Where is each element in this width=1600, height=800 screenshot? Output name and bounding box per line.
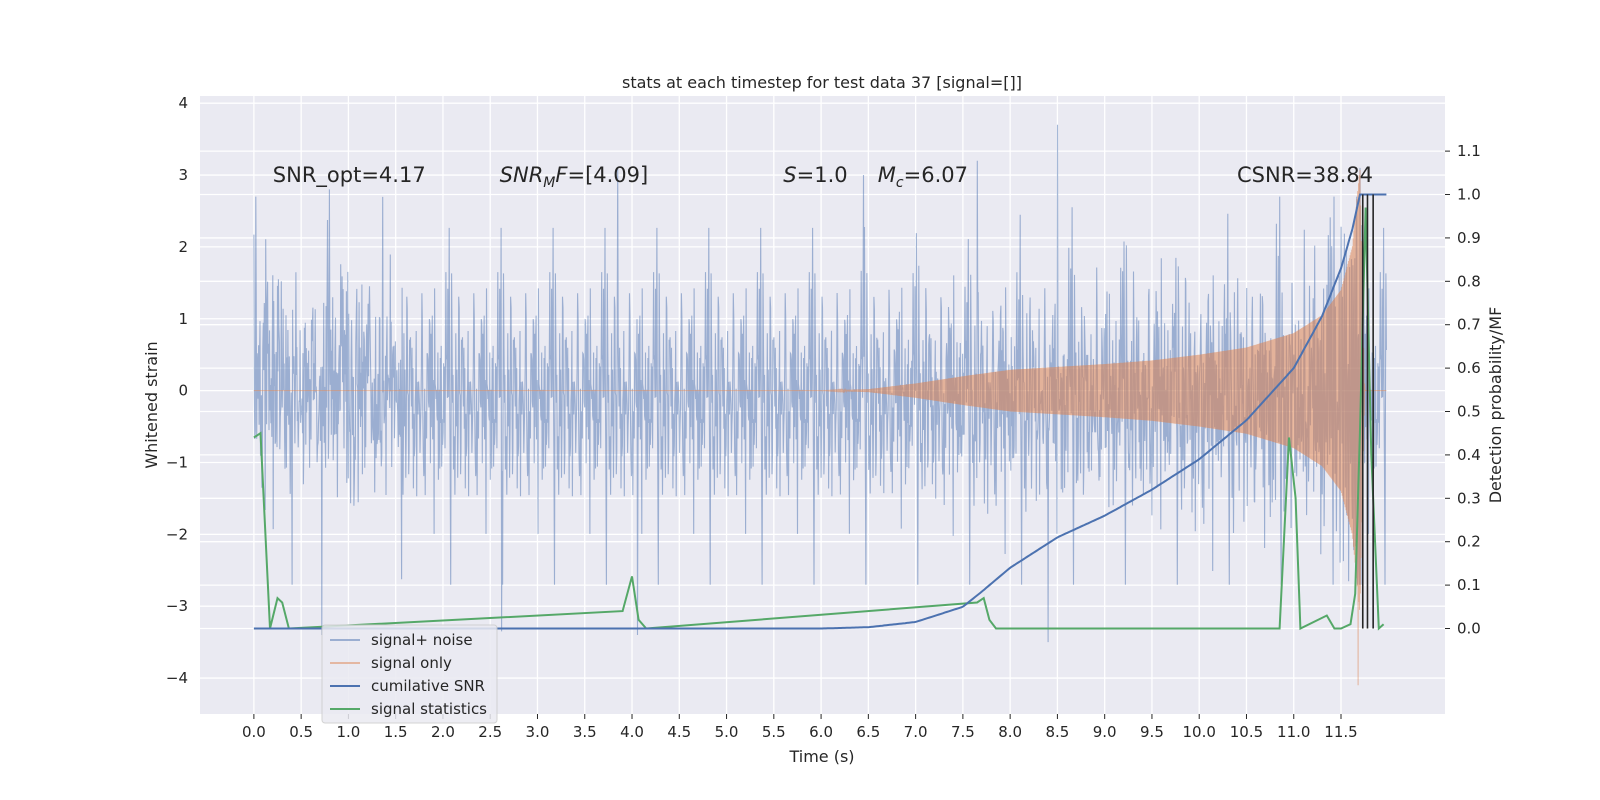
left-y-tick-label: 2 [178, 238, 188, 256]
x-axis-label: Time (s) [788, 747, 854, 766]
annotation: SNRMF=[4.09] [500, 163, 649, 191]
x-tick-label: 9.0 [1093, 723, 1117, 741]
left-y-tick-label: −4 [166, 669, 188, 687]
left-y-tick-label: 3 [178, 166, 188, 184]
right-y-tick-label: 0.9 [1457, 229, 1481, 247]
x-tick-label: 2.5 [478, 723, 502, 741]
right-y-tick-label: 1.0 [1457, 186, 1481, 204]
annotation: SNR_opt=4.17 [273, 163, 426, 188]
vertical-markers [1361, 194, 1374, 629]
x-tick-label: 6.5 [856, 723, 880, 741]
right-y-tick-label: 0.5 [1457, 403, 1481, 421]
x-tick-label: 1.0 [336, 723, 360, 741]
x-tick-label: 1.5 [384, 723, 408, 741]
x-tick-label: 10.5 [1230, 723, 1263, 741]
legend-label-signal-noise: signal+ noise [371, 631, 473, 649]
x-tick-label: 10.0 [1183, 723, 1216, 741]
signal-only-series [253, 169, 1387, 686]
left-y-tick-label: 1 [178, 310, 188, 328]
x-tick-label: 11.5 [1324, 723, 1357, 741]
right-y-axis-label: Detection probability/MF [1486, 307, 1505, 504]
x-axis-ticks: 0.0 0.5 1.0 1.5 2.0 2.5 3.0 3.5 4.0 4.5 5.0 5.5 6.0 6… [242, 714, 1358, 741]
x-tick-label: 8.5 [1045, 723, 1069, 741]
x-tick-label: 7.0 [904, 723, 928, 741]
legend-label-signal-only: signal only [371, 654, 452, 672]
right-y-tick-label: 0.1 [1457, 576, 1481, 594]
x-tick-label: 7.5 [951, 723, 975, 741]
right-y-axis-ticks: 0.0 0.1 0.2 0.3 0.4 0.5 0.6 0.7 0.8 0.9 1.0 1.1 [1445, 142, 1481, 638]
right-y-tick-label: 0.7 [1457, 316, 1481, 334]
left-y-axis-label: Whitened strain [142, 341, 161, 468]
left-y-tick-label: −3 [166, 597, 188, 615]
x-tick-label: 5.0 [715, 723, 739, 741]
x-tick-label: 8.0 [998, 723, 1022, 741]
right-y-tick-label: 0.3 [1457, 489, 1481, 507]
chart-title: stats at each timestep for test data 37 … [622, 73, 1022, 92]
right-y-tick-label: 0.0 [1457, 620, 1481, 638]
x-tick-label: 0.0 [242, 723, 266, 741]
legend-label-signal-statistics: signal statistics [371, 700, 487, 718]
x-tick-label: 4.0 [620, 723, 644, 741]
x-tick-label: 0.5 [289, 723, 313, 741]
x-tick-label: 3.5 [573, 723, 597, 741]
x-tick-label: 4.5 [667, 723, 691, 741]
legend-frame [321, 624, 498, 724]
left-y-tick-label: 4 [178, 94, 188, 112]
left-y-tick-label: −1 [166, 453, 188, 471]
x-tick-label: 9.5 [1140, 723, 1164, 741]
legend-label-cumulative-snr: cumilative SNR [371, 677, 485, 695]
x-tick-label: 6.0 [809, 723, 833, 741]
signal-only-line [253, 169, 1387, 686]
right-y-tick-label: 0.2 [1457, 533, 1481, 551]
x-tick-label: 2.0 [431, 723, 455, 741]
x-tick-label: 11.0 [1277, 723, 1310, 741]
right-y-tick-label: 1.1 [1457, 142, 1481, 160]
x-tick-label: 3.0 [526, 723, 550, 741]
legend: signal+ noise signal only cumilative SNR… [321, 624, 498, 724]
x-tick-label: 5.5 [762, 723, 786, 741]
annotations: SNR_opt=4.17 SNRMF=[4.09] S=1.0 Mc=6.07 CSNR… [273, 163, 1373, 191]
annotation: Mc=6.07 [878, 163, 968, 191]
annotation: S=1.0 [783, 163, 847, 187]
right-y-tick-label: 0.6 [1457, 359, 1481, 377]
left-y-axis-ticks: −4 −3 −2 −1 0 1 2 3 4 [166, 94, 188, 687]
right-y-tick-label: 0.4 [1457, 446, 1481, 464]
left-y-tick-label: 0 [178, 382, 188, 400]
signal-statistics-series [253, 207, 1385, 631]
signal-statistics-line [253, 207, 1385, 631]
left-y-tick-label: −2 [166, 525, 188, 543]
annotation: CSNR=38.84 [1237, 163, 1373, 187]
right-y-tick-label: 0.8 [1457, 272, 1481, 290]
